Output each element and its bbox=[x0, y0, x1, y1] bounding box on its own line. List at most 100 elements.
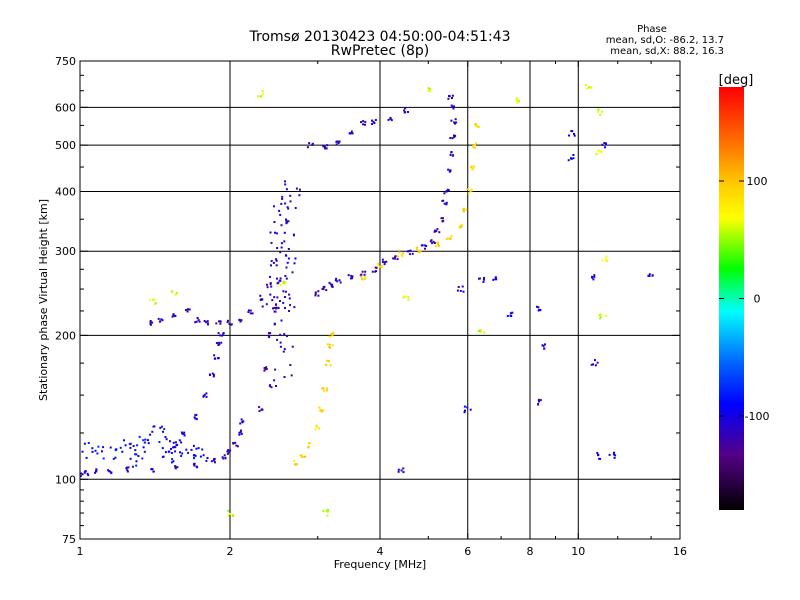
data-point bbox=[537, 403, 539, 406]
data-point bbox=[329, 364, 332, 367]
data-point bbox=[443, 202, 446, 205]
x-axis-label: Frequency [MHz] bbox=[334, 558, 426, 571]
data-point bbox=[272, 307, 274, 310]
data-point bbox=[247, 309, 250, 312]
data-point bbox=[281, 197, 284, 200]
data-point bbox=[239, 431, 242, 433]
data-point bbox=[279, 251, 282, 254]
data-point bbox=[383, 263, 386, 266]
data-point bbox=[147, 439, 149, 442]
data-point bbox=[448, 95, 450, 97]
data-point bbox=[150, 468, 153, 471]
series bbox=[397, 130, 654, 474]
data-point bbox=[282, 350, 285, 353]
data-point bbox=[94, 471, 96, 474]
data-point bbox=[542, 344, 545, 347]
x-tick-label: 10 bbox=[571, 545, 585, 558]
data-point bbox=[279, 277, 282, 280]
data-point bbox=[158, 441, 161, 443]
data-point bbox=[178, 439, 181, 442]
data-point bbox=[270, 285, 273, 288]
data-point bbox=[397, 470, 400, 473]
data-point bbox=[453, 121, 456, 124]
data-point bbox=[361, 278, 364, 281]
data-point bbox=[265, 303, 268, 306]
data-point bbox=[172, 314, 175, 317]
data-point bbox=[235, 444, 238, 447]
data-point bbox=[457, 286, 460, 288]
data-point bbox=[274, 310, 277, 313]
data-point bbox=[337, 142, 340, 144]
data-point bbox=[375, 266, 378, 269]
data-point bbox=[325, 147, 328, 150]
data-point bbox=[483, 331, 486, 334]
data-point bbox=[516, 101, 519, 104]
data-point bbox=[285, 218, 287, 221]
data-point bbox=[219, 322, 222, 325]
data-point bbox=[276, 282, 279, 285]
data-point bbox=[80, 472, 83, 475]
data-point bbox=[326, 343, 329, 346]
data-point bbox=[286, 206, 289, 209]
data-point bbox=[601, 143, 604, 146]
data-point bbox=[289, 194, 292, 197]
data-point bbox=[114, 448, 117, 451]
data-point bbox=[169, 440, 171, 443]
data-point bbox=[261, 90, 264, 93]
data-point bbox=[293, 306, 296, 309]
data-point bbox=[280, 224, 283, 227]
data-point bbox=[195, 447, 198, 450]
data-point bbox=[283, 348, 286, 351]
data-point bbox=[479, 330, 482, 333]
data-point bbox=[409, 249, 412, 252]
data-point bbox=[129, 457, 132, 460]
data-point bbox=[282, 281, 285, 284]
series bbox=[261, 180, 301, 389]
series bbox=[258, 277, 282, 413]
data-point bbox=[151, 321, 154, 324]
data-point bbox=[477, 125, 480, 128]
data-point bbox=[458, 226, 461, 229]
data-point bbox=[424, 244, 427, 247]
data-point bbox=[447, 168, 450, 171]
data-point bbox=[429, 88, 432, 91]
data-point bbox=[227, 514, 230, 517]
data-point bbox=[406, 250, 409, 253]
stats-line-x: mean, sd,X: 88.2, 16.3 bbox=[610, 46, 724, 57]
data-point bbox=[470, 165, 473, 168]
data-point bbox=[238, 433, 241, 436]
data-point bbox=[91, 447, 94, 450]
data-point bbox=[462, 209, 465, 212]
data-point bbox=[197, 447, 200, 450]
data-point bbox=[165, 438, 168, 441]
data-point bbox=[371, 123, 374, 125]
data-point bbox=[403, 111, 406, 114]
data-point bbox=[96, 452, 99, 455]
data-point bbox=[212, 458, 215, 461]
data-point bbox=[128, 443, 131, 446]
data-point bbox=[362, 123, 365, 126]
data-point bbox=[593, 274, 596, 277]
data-point bbox=[160, 318, 163, 321]
data-point bbox=[331, 333, 334, 336]
data-point bbox=[363, 278, 366, 281]
data-point bbox=[314, 428, 317, 431]
data-point bbox=[588, 86, 591, 89]
data-point bbox=[314, 291, 317, 294]
data-point bbox=[79, 475, 82, 478]
data-point bbox=[91, 450, 94, 453]
data-point bbox=[471, 168, 474, 171]
data-point bbox=[217, 357, 220, 359]
data-point bbox=[142, 446, 145, 449]
data-point bbox=[195, 418, 198, 421]
data-point bbox=[278, 209, 281, 212]
data-point bbox=[401, 255, 404, 258]
data-point bbox=[461, 285, 464, 288]
data-point bbox=[511, 311, 514, 314]
data-point bbox=[427, 87, 430, 90]
data-point bbox=[447, 189, 450, 192]
stats-heading: Phase bbox=[637, 24, 667, 35]
data-point bbox=[192, 463, 195, 466]
data-point bbox=[210, 460, 213, 463]
data-point bbox=[273, 221, 276, 223]
